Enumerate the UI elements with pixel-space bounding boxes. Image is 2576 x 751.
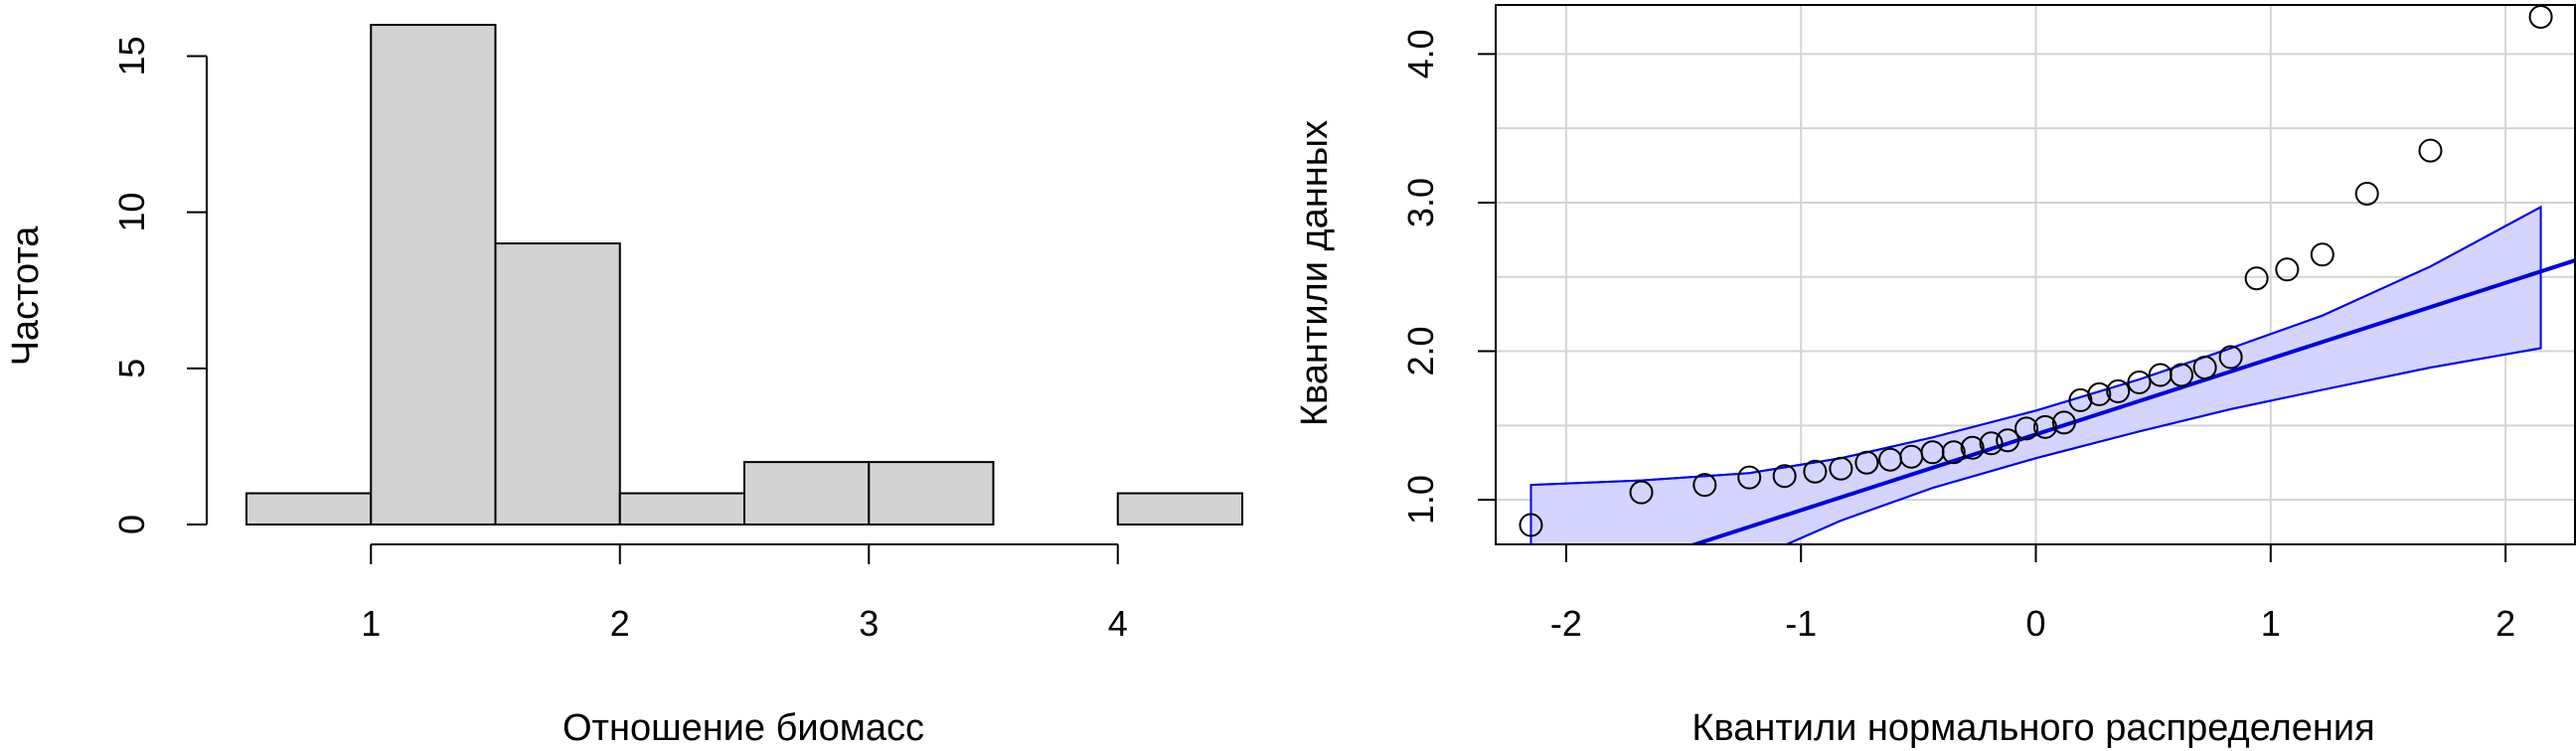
data-point (2014, 416, 2039, 441)
histogram-x-ticks: 1 2 3 4 (361, 544, 1128, 644)
data-point (2275, 257, 2300, 282)
data-point (1803, 459, 1828, 484)
data-point (2218, 345, 2243, 370)
data-point (2032, 414, 2057, 439)
qq-x-tick-label: 2 (2496, 603, 2515, 644)
data-points (1519, 4, 2553, 537)
histogram-bar (618, 492, 745, 526)
qq-x-tick-label: -2 (1550, 603, 1582, 644)
data-point (1519, 513, 1543, 537)
qq-y-tick-label: 2.0 (1400, 327, 1441, 376)
histogram-x-tick-label: 4 (1108, 603, 1128, 644)
data-point (2051, 410, 2076, 435)
confidence-band-upper-line (1530, 206, 2542, 487)
histogram-bar (868, 461, 995, 526)
data-point (2310, 242, 2334, 267)
histogram-y-tick-label: 10 (111, 193, 152, 232)
histogram-x-tick-label: 3 (859, 603, 879, 644)
histogram-x-tick-label: 2 (610, 603, 630, 644)
data-point (1829, 456, 1853, 481)
data-point (1737, 465, 1762, 490)
histogram-bars (245, 24, 1243, 526)
histogram-x-axis-label: Отношение биомасс (563, 707, 924, 749)
histogram-bar (494, 242, 621, 526)
histogram-bar (1116, 492, 1243, 526)
histogram-bar (370, 24, 497, 526)
qq-x-tick-label: 1 (2261, 603, 2281, 644)
data-point (2170, 363, 2194, 387)
confidence-band-lower-line (1784, 347, 2541, 544)
histogram-bar (245, 492, 373, 526)
histogram-y-ticks: 0 5 10 15 (111, 36, 207, 534)
data-point (2087, 381, 2112, 406)
data-point (2127, 370, 2152, 394)
data-point (1772, 464, 1797, 489)
histogram-y-tick-label: 5 (111, 359, 152, 378)
data-point (1629, 480, 1654, 505)
histogram-bar (743, 461, 871, 526)
qq-y-ticks: 1.0 2.0 3.0 4.0 (1400, 29, 1496, 525)
qq-y-tick-label: 1.0 (1400, 475, 1441, 525)
data-point (1854, 450, 1879, 475)
histogram-chart: 0 5 10 15 1 2 3 4 Отношение биомасс Частота (5, 24, 1243, 749)
histogram-y-axis-label: Частота (5, 225, 47, 367)
data-point (1979, 431, 2004, 456)
qq-plot-chart: -2 -1 0 1 2 1.0 2.0 3.0 4.0 Квантили нормальног… (1294, 4, 2576, 749)
histogram-y-tick-label: 15 (111, 36, 152, 75)
qq-x-axis-label: Квантили нормального распределения (1691, 707, 2374, 749)
data-point (1692, 473, 1717, 498)
data-point (2192, 355, 2217, 379)
data-point (1960, 435, 1985, 460)
data-point (2528, 4, 2553, 29)
data-point (2244, 266, 2269, 291)
data-point (2106, 378, 2131, 403)
data-point (2418, 138, 2443, 163)
qq-y-axis-label: Квантили данных (1294, 120, 1336, 426)
qq-x-tick-label: 0 (2025, 603, 2045, 644)
data-point (1996, 428, 2020, 453)
histogram-y-tick-label: 0 (111, 515, 152, 534)
qq-y-tick-label: 4.0 (1400, 29, 1441, 78)
data-point (2354, 181, 2379, 206)
histogram-x-tick-label: 1 (361, 603, 381, 644)
qq-y-tick-label: 3.0 (1400, 178, 1441, 227)
qq-x-tick-label: -1 (1785, 603, 1817, 644)
data-point (1941, 440, 1966, 465)
data-point (2068, 387, 2093, 412)
qq-x-ticks: -2 -1 0 1 2 (1550, 544, 2515, 644)
